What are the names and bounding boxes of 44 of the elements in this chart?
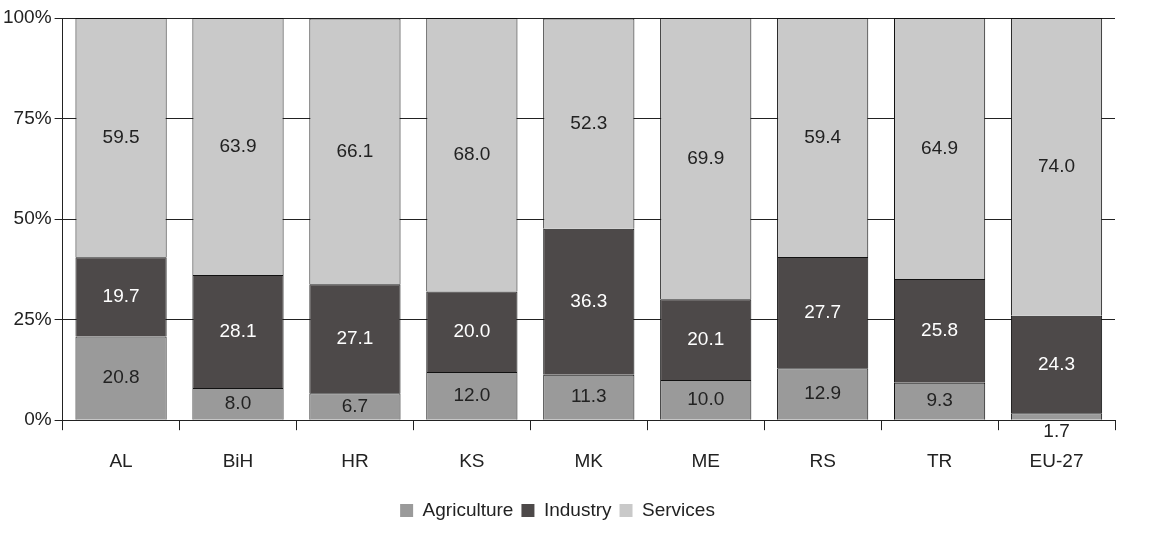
data-label: 36.3 xyxy=(570,289,608,311)
data-label: 6.7 xyxy=(341,394,369,416)
data-label: 1.7 xyxy=(1043,419,1070,441)
data-label: 9.3 xyxy=(926,389,953,411)
x-tick-label: EU-27 xyxy=(1029,449,1084,471)
data-label: 64.9 xyxy=(921,136,959,158)
x-tick-label: RS xyxy=(809,449,836,471)
x-tick-label: ME xyxy=(691,449,720,471)
data-label: 52.3 xyxy=(570,111,608,133)
data-label: 59.4 xyxy=(804,125,842,147)
data-label: 69.9 xyxy=(687,146,725,168)
legend-label: Services xyxy=(642,498,715,520)
data-label: 25.8 xyxy=(921,319,959,341)
data-label: 8.0 xyxy=(224,392,252,414)
x-tick-label: TR xyxy=(926,449,953,471)
data-label: 24.3 xyxy=(1038,352,1076,374)
data-label: 68.0 xyxy=(453,142,491,164)
x-tick-label: HR xyxy=(341,449,369,471)
data-label: 27.7 xyxy=(804,300,842,322)
data-label: 28.1 xyxy=(219,319,257,341)
data-label: 74.0 xyxy=(1038,155,1076,177)
y-tick-label: 75% xyxy=(13,106,52,128)
data-label: 20.1 xyxy=(687,327,725,349)
x-tick-label: AL xyxy=(109,449,133,471)
data-label: 10.0 xyxy=(687,388,725,410)
x-tick-label: BiH xyxy=(222,449,254,471)
data-label: 20.8 xyxy=(102,366,140,388)
y-tick-label: 0% xyxy=(24,408,52,430)
x-tick-label: MK xyxy=(574,449,604,471)
y-tick-label: 100% xyxy=(2,6,52,28)
legend-label: Agriculture xyxy=(422,498,514,520)
data-label: 12.9 xyxy=(804,382,842,404)
data-label: 63.9 xyxy=(219,134,257,156)
data-label: 11.3 xyxy=(571,385,607,407)
data-label: 27.1 xyxy=(336,326,374,348)
data-label: 12.0 xyxy=(453,384,491,406)
x-tick-label: KS xyxy=(459,449,485,471)
y-tick-label: 50% xyxy=(13,207,52,229)
data-label: 59.5 xyxy=(102,125,140,147)
legend-label: Industry xyxy=(543,498,613,520)
y-tick-label: 25% xyxy=(13,307,52,329)
data-label: 19.7 xyxy=(102,285,140,307)
data-label: 66.1 xyxy=(336,139,374,161)
data-label: 20.0 xyxy=(453,319,491,341)
